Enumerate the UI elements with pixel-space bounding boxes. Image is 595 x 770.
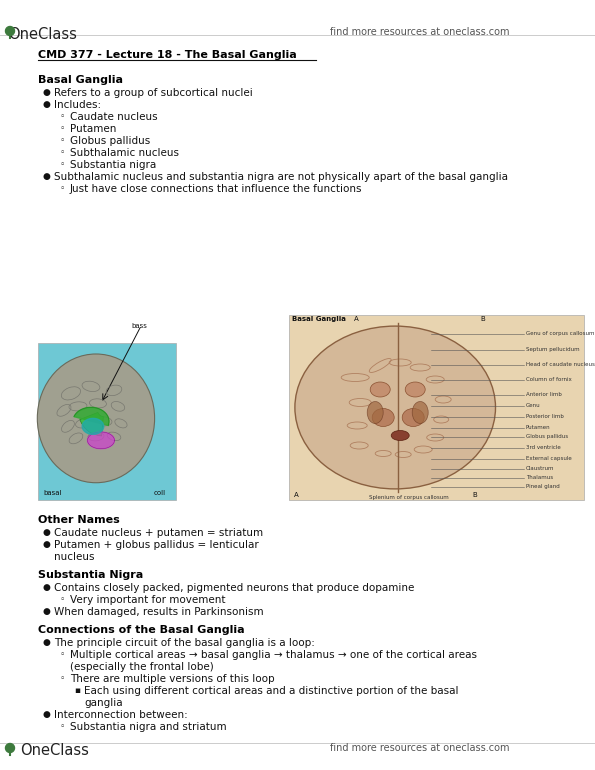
Ellipse shape	[391, 430, 409, 440]
Text: Interconnection between:: Interconnection between:	[54, 710, 188, 720]
Ellipse shape	[37, 354, 155, 483]
Text: When damaged, results in Parkinsonism: When damaged, results in Parkinsonism	[54, 607, 264, 617]
Text: Substantia Nigra: Substantia Nigra	[38, 570, 143, 580]
Text: ●: ●	[42, 172, 50, 181]
Ellipse shape	[367, 401, 383, 424]
Text: B: B	[472, 492, 477, 498]
Text: Posterior limb: Posterior limb	[526, 413, 564, 419]
Text: Putamen: Putamen	[526, 425, 550, 430]
Text: ●: ●	[42, 710, 50, 719]
Text: Genu of corpus callosum: Genu of corpus callosum	[526, 330, 594, 336]
Text: Column of fornix: Column of fornix	[526, 377, 572, 382]
Text: 3rd ventricle: 3rd ventricle	[526, 445, 560, 450]
Text: CAUDATE NLI CUS: CAUDATE NLI CUS	[40, 316, 96, 321]
Text: Connections of the Basal Ganglia: Connections of the Basal Ganglia	[38, 625, 245, 635]
Text: A: A	[294, 492, 299, 498]
Text: Multiple cortical areas → basal ganglia → thalamus → one of the cortical areas: Multiple cortical areas → basal ganglia …	[70, 650, 477, 660]
Text: ●: ●	[42, 100, 50, 109]
Text: Caudate nucleus + putamen = striatum: Caudate nucleus + putamen = striatum	[54, 528, 263, 538]
Text: Claustrum: Claustrum	[526, 466, 555, 470]
Text: ▪: ▪	[74, 686, 80, 695]
Circle shape	[5, 744, 14, 752]
Text: Very important for movement: Very important for movement	[70, 595, 226, 605]
Text: (especially the frontal lobe): (especially the frontal lobe)	[70, 662, 214, 672]
Polygon shape	[74, 407, 109, 426]
Text: Pineal gland: Pineal gland	[526, 484, 560, 489]
Text: Globus pallidus: Globus pallidus	[526, 434, 568, 439]
Text: ◦: ◦	[60, 124, 65, 133]
Text: find more resources at oneclass.com: find more resources at oneclass.com	[330, 743, 509, 753]
Text: bass: bass	[132, 323, 148, 329]
Text: ◦: ◦	[60, 112, 65, 121]
Text: basal: basal	[43, 490, 61, 496]
Text: CMD 377 - Lecture 18 - The Basal Ganglia: CMD 377 - Lecture 18 - The Basal Ganglia	[38, 50, 297, 60]
Text: coll: coll	[154, 490, 166, 496]
Text: ◦: ◦	[60, 650, 65, 659]
Text: ●: ●	[42, 528, 50, 537]
Text: B: B	[481, 316, 486, 322]
Text: Includes:: Includes:	[54, 100, 101, 110]
Ellipse shape	[372, 409, 394, 427]
Text: ◦: ◦	[60, 184, 65, 193]
Ellipse shape	[295, 326, 496, 489]
Text: Subthalamic nucleus: Subthalamic nucleus	[70, 148, 179, 158]
Text: Putamen: Putamen	[70, 124, 117, 134]
Text: Anterior limb: Anterior limb	[526, 392, 562, 397]
Text: Basal Ganglia: Basal Ganglia	[292, 316, 346, 322]
Text: ●: ●	[42, 607, 50, 616]
Text: External capsule: External capsule	[526, 457, 572, 461]
Text: ●: ●	[42, 88, 50, 97]
Text: ◦: ◦	[60, 136, 65, 145]
Text: Subthalamic nucleus and substantia nigra are not physically apart of the basal g: Subthalamic nucleus and substantia nigra…	[54, 172, 508, 182]
Text: There are multiple versions of this loop: There are multiple versions of this loop	[70, 674, 275, 684]
Text: ◦: ◦	[60, 674, 65, 683]
Text: A: A	[354, 316, 359, 322]
FancyBboxPatch shape	[38, 343, 176, 500]
Text: Putamen + globus pallidus = lenticular: Putamen + globus pallidus = lenticular	[54, 540, 259, 550]
Text: find more resources at oneclass.com: find more resources at oneclass.com	[330, 27, 509, 37]
Polygon shape	[87, 432, 114, 449]
Text: ●: ●	[42, 638, 50, 647]
Text: Substantia nigra: Substantia nigra	[70, 160, 156, 170]
Text: ●: ●	[42, 540, 50, 549]
Text: ◦: ◦	[60, 160, 65, 169]
Text: nucleus: nucleus	[54, 552, 95, 562]
Text: The principle circuit of the basal ganglia is a loop:: The principle circuit of the basal gangl…	[54, 638, 315, 648]
Text: Globus pallidus: Globus pallidus	[70, 136, 151, 146]
Text: OneClass: OneClass	[20, 743, 89, 758]
Text: Basal Ganglia: Basal Ganglia	[38, 75, 123, 85]
Text: ◦: ◦	[60, 722, 65, 731]
Text: ganglia: ganglia	[84, 698, 123, 708]
Text: Just have close connections that influence the functions: Just have close connections that influen…	[70, 184, 362, 194]
Text: Refers to a group of subcortical nuclei: Refers to a group of subcortical nuclei	[54, 88, 253, 98]
Text: OneClass: OneClass	[8, 27, 77, 42]
Text: ●: ●	[42, 583, 50, 592]
Text: Septum pellucidum: Septum pellucidum	[526, 347, 580, 352]
Ellipse shape	[405, 382, 425, 397]
Text: Substantia nigra and striatum: Substantia nigra and striatum	[70, 722, 227, 732]
Text: Caudate nucleus: Caudate nucleus	[70, 112, 158, 122]
Text: Head of caudate nucleus: Head of caudate nucleus	[526, 362, 595, 367]
Ellipse shape	[402, 409, 424, 427]
Text: Each using different cortical areas and a distinctive portion of the basal: Each using different cortical areas and …	[84, 686, 459, 696]
Polygon shape	[82, 418, 104, 434]
FancyBboxPatch shape	[289, 315, 584, 500]
Text: ◦: ◦	[60, 595, 65, 604]
Ellipse shape	[370, 382, 390, 397]
Text: Genu: Genu	[526, 403, 541, 407]
Text: Splenium of corpus callosum: Splenium of corpus callosum	[369, 495, 449, 500]
Circle shape	[5, 26, 14, 35]
Text: Contains closely packed, pigmented neurons that produce dopamine: Contains closely packed, pigmented neuro…	[54, 583, 414, 593]
Text: Other Names: Other Names	[38, 515, 120, 525]
Text: ◦: ◦	[60, 148, 65, 157]
Ellipse shape	[412, 401, 428, 424]
FancyArrowPatch shape	[80, 413, 104, 436]
Text: Thalamus: Thalamus	[526, 475, 553, 480]
